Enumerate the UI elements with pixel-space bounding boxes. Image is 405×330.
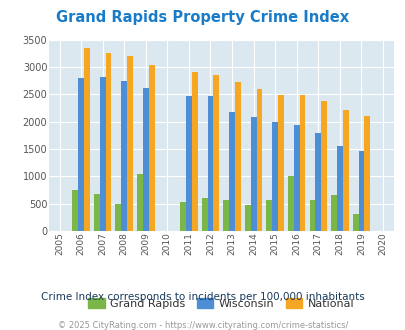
- Bar: [315, 133, 320, 231]
- Bar: [320, 101, 326, 231]
- Bar: [94, 194, 100, 231]
- Bar: [180, 202, 185, 231]
- Legend: Grand Rapids, Wisconsin, National: Grand Rapids, Wisconsin, National: [83, 294, 358, 314]
- Bar: [234, 82, 240, 231]
- Bar: [336, 146, 342, 231]
- Bar: [84, 49, 90, 231]
- Bar: [72, 190, 78, 231]
- Bar: [272, 122, 277, 231]
- Bar: [213, 75, 219, 231]
- Bar: [244, 205, 250, 231]
- Bar: [191, 72, 197, 231]
- Bar: [277, 95, 283, 231]
- Bar: [105, 53, 111, 231]
- Text: Grand Rapids Property Crime Index: Grand Rapids Property Crime Index: [56, 10, 349, 25]
- Bar: [78, 78, 84, 231]
- Bar: [223, 200, 228, 231]
- Bar: [352, 214, 358, 231]
- Bar: [201, 198, 207, 231]
- Bar: [148, 65, 154, 231]
- Bar: [121, 81, 127, 231]
- Bar: [266, 200, 272, 231]
- Bar: [137, 174, 143, 231]
- Bar: [115, 204, 121, 231]
- Bar: [363, 116, 369, 231]
- Bar: [143, 88, 148, 231]
- Bar: [309, 200, 315, 231]
- Bar: [287, 176, 293, 231]
- Bar: [228, 112, 234, 231]
- Bar: [185, 96, 191, 231]
- Bar: [358, 151, 363, 231]
- Bar: [293, 125, 299, 231]
- Bar: [127, 56, 132, 231]
- Text: Crime Index corresponds to incidents per 100,000 inhabitants: Crime Index corresponds to incidents per…: [41, 292, 364, 302]
- Bar: [250, 117, 256, 231]
- Bar: [207, 96, 213, 231]
- Bar: [330, 195, 336, 231]
- Bar: [299, 95, 305, 231]
- Bar: [342, 110, 348, 231]
- Bar: [100, 77, 105, 231]
- Bar: [256, 89, 262, 231]
- Text: © 2025 CityRating.com - https://www.cityrating.com/crime-statistics/: © 2025 CityRating.com - https://www.city…: [58, 321, 347, 330]
